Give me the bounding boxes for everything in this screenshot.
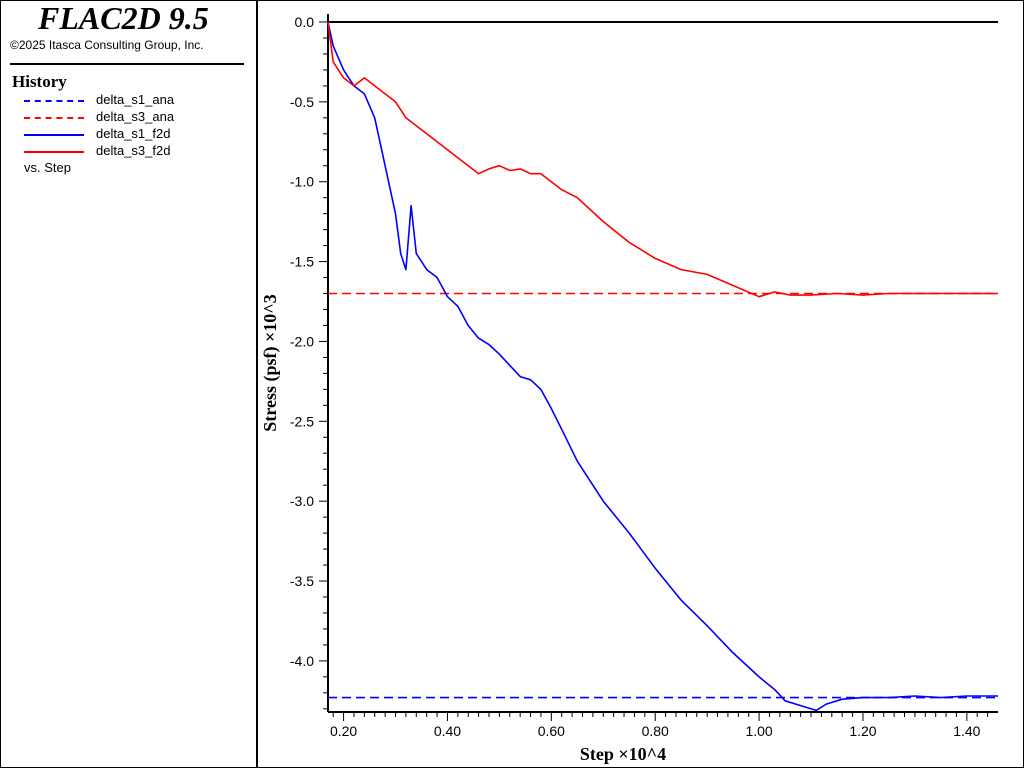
y-tick-label: -3.0 [290,493,314,509]
legend-label: delta_s1_ana [96,92,175,107]
history-chart: 0.0 -0.5 -1.0 -1.5 -2.0 -2.5 -3.0 -3.5 -4.0 0.20 0… [260,14,998,764]
x-tick-label: 1.00 [745,723,772,739]
y-tick-label: -0.5 [290,94,314,110]
legend-title: History [12,72,67,91]
legend-panel: FLAC2D 9.5 ©2025 Itasca Consulting Group… [0,0,258,768]
app-title: FLAC2D 9.5 [38,0,209,36]
x-tick-label: 1.20 [849,723,876,739]
chart-axes: 0.0 -0.5 -1.0 -1.5 -2.0 -2.5 -3.0 -3.5 -4.0 0.20 0… [290,14,998,739]
y-tick-label: -1.0 [290,174,314,190]
y-tick-label: 0.0 [295,14,315,30]
x-axis-title: Step ×10^4 [580,744,666,764]
legend-swatch [24,100,84,102]
y-tick-label: -4.0 [290,653,314,669]
legend-x-variable: vs. Step [24,160,71,175]
y-axis-title: Stress (psf) ×10^3 [260,294,281,431]
legend-label: delta_s3_ana [96,109,175,124]
legend-swatch [24,134,84,136]
x-tick-label: 0.80 [642,723,669,739]
y-tick-label: -1.5 [290,254,314,270]
y-tick-label: -3.5 [290,573,314,589]
legend-swatch [24,151,84,153]
x-tick-label: 0.20 [330,723,357,739]
x-tick-label: 0.40 [434,723,461,739]
series-line-delta-s1-f2d [327,21,998,712]
legend-label: delta_s3_f2d [96,143,171,158]
legend-label: delta_s1_f2d [96,126,171,141]
x-tick-label: 0.60 [538,723,565,739]
y-tick-label: -2.0 [290,333,314,349]
chart-series [327,21,998,712]
divider [10,63,244,65]
y-tick-label: -2.5 [290,413,314,429]
series-line-delta-s3-f2d [327,21,998,298]
copyright-text: ©2025 Itasca Consulting Group, Inc. [10,38,204,52]
legend-swatch [24,117,84,119]
x-tick-label: 1.40 [953,723,980,739]
